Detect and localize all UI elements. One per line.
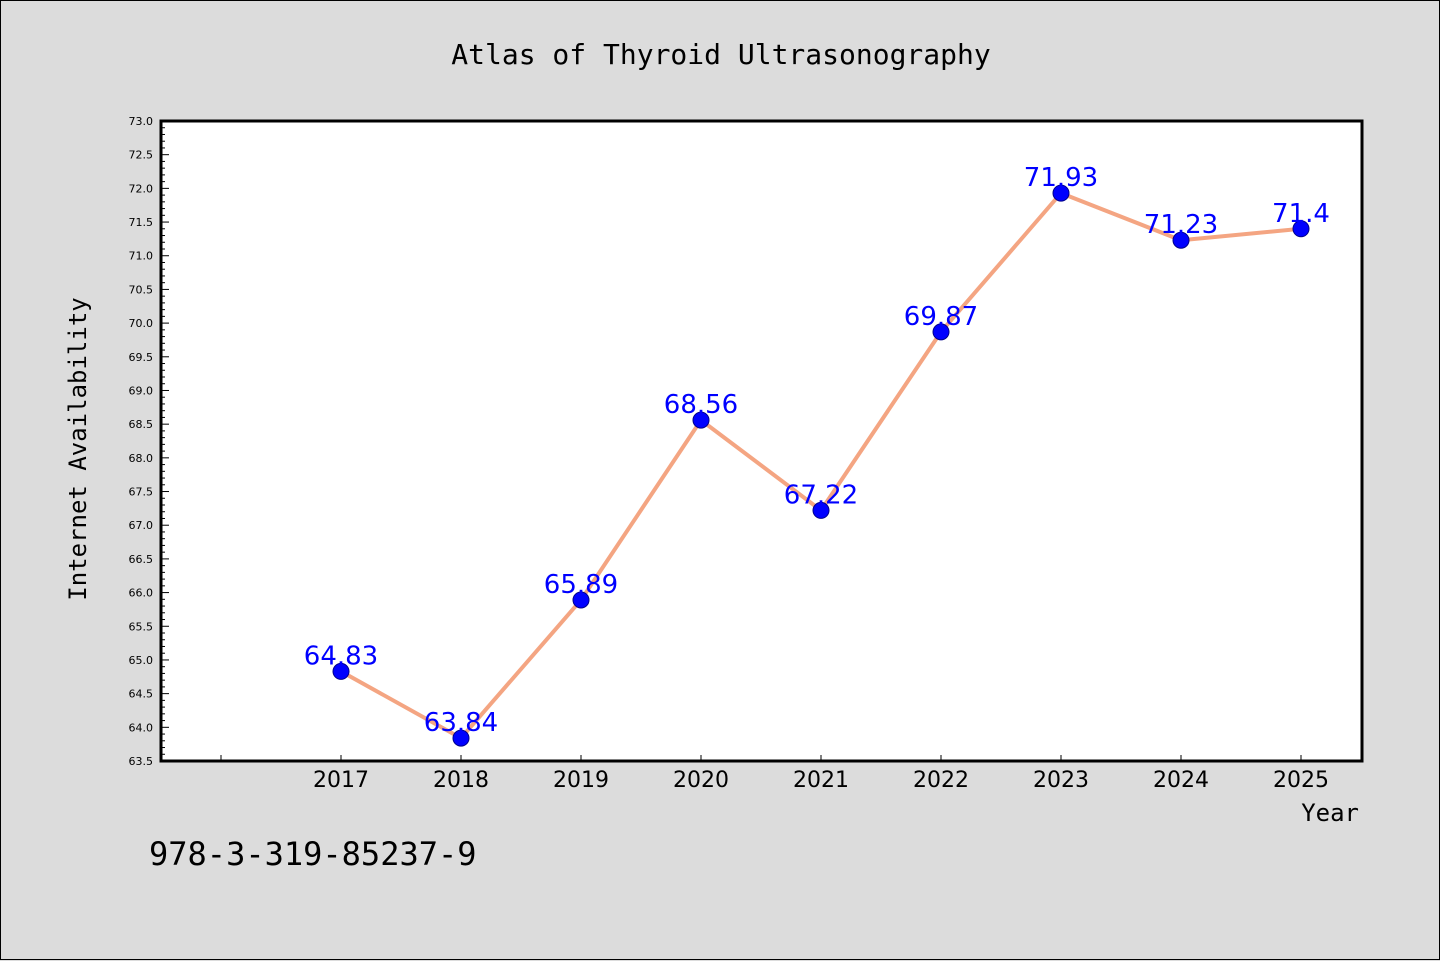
x-tick-label: 2020 [673, 768, 729, 793]
x-tick-label: 2021 [793, 768, 849, 793]
data-label: 68.56 [664, 390, 738, 420]
y-tick-label: 65.0 [129, 654, 154, 667]
x-axis: 2017 2018 2019 2020 2021 2022 2023 2024 2025 [220, 755, 1329, 793]
data-label: 65.89 [544, 570, 618, 600]
y-tick-label: 65.5 [129, 620, 154, 633]
y-axis: 63.5 64.0 64.5 65.0 65.5 66.0 66.5 67.0 67.5 68.0… [129, 115, 169, 768]
y-tick-label: 70.0 [129, 317, 154, 330]
data-point [1052, 184, 1070, 202]
x-tick-label: 2018 [433, 768, 489, 793]
data-labels-group: 64.83 63.84 65.89 68.56 67.22 69.87 71.93 71.23… [304, 163, 1330, 738]
y-tick-label: 67.5 [129, 486, 154, 499]
x-tick-label: 2023 [1033, 768, 1089, 793]
y-tick-label: 71.5 [129, 216, 154, 229]
x-tick-label: 2019 [553, 768, 609, 793]
x-tick-label: 2025 [1273, 768, 1329, 793]
y-tick-label: 68.5 [129, 418, 154, 431]
chart-title: Atlas of Thyroid Ultrasonography [451, 38, 990, 71]
plot-area [159, 119, 1364, 763]
data-label: 63.84 [424, 708, 498, 738]
y-tick-label: 73.0 [129, 115, 154, 128]
x-axis-label: Year [1301, 799, 1359, 827]
y-tick-label: 64.0 [129, 721, 154, 734]
data-point [452, 729, 470, 747]
data-label: 71.23 [1144, 210, 1218, 240]
y-tick-label: 66.0 [129, 587, 154, 600]
data-point [932, 323, 950, 341]
data-label: 71.4 [1272, 199, 1330, 229]
x-tick-label: 2017 [313, 768, 369, 793]
data-label: 71.93 [1024, 163, 1098, 193]
data-point [812, 501, 830, 519]
y-tick-label: 70.5 [129, 283, 154, 296]
y-tick-label: 71.0 [129, 250, 154, 263]
data-point [572, 591, 590, 609]
data-point [1292, 220, 1310, 238]
data-label: 64.83 [304, 641, 378, 671]
y-tick-label: 69.0 [129, 384, 154, 397]
data-label: 67.22 [784, 480, 858, 510]
x-tick-label: 2024 [1153, 768, 1209, 793]
data-point [692, 411, 710, 429]
data-label: 69.87 [904, 302, 978, 332]
x-tick-label: 2022 [913, 768, 969, 793]
data-point [1172, 231, 1190, 249]
y-tick-label: 68.0 [129, 452, 154, 465]
y-tick-label: 72.0 [129, 182, 154, 195]
isbn-text: 978-3-319-85237-9 [149, 835, 477, 873]
y-tick-label: 67.0 [129, 519, 154, 532]
y-tick-label: 64.5 [129, 688, 154, 701]
y-tick-label: 63.5 [129, 755, 154, 768]
y-tick-label: 69.5 [129, 351, 154, 364]
y-tick-label: 72.5 [129, 149, 154, 162]
y-tick-label: 66.5 [129, 553, 154, 566]
markers-group [332, 184, 1310, 747]
y-axis-label: Internet Availability [64, 297, 92, 600]
data-point [332, 662, 350, 680]
